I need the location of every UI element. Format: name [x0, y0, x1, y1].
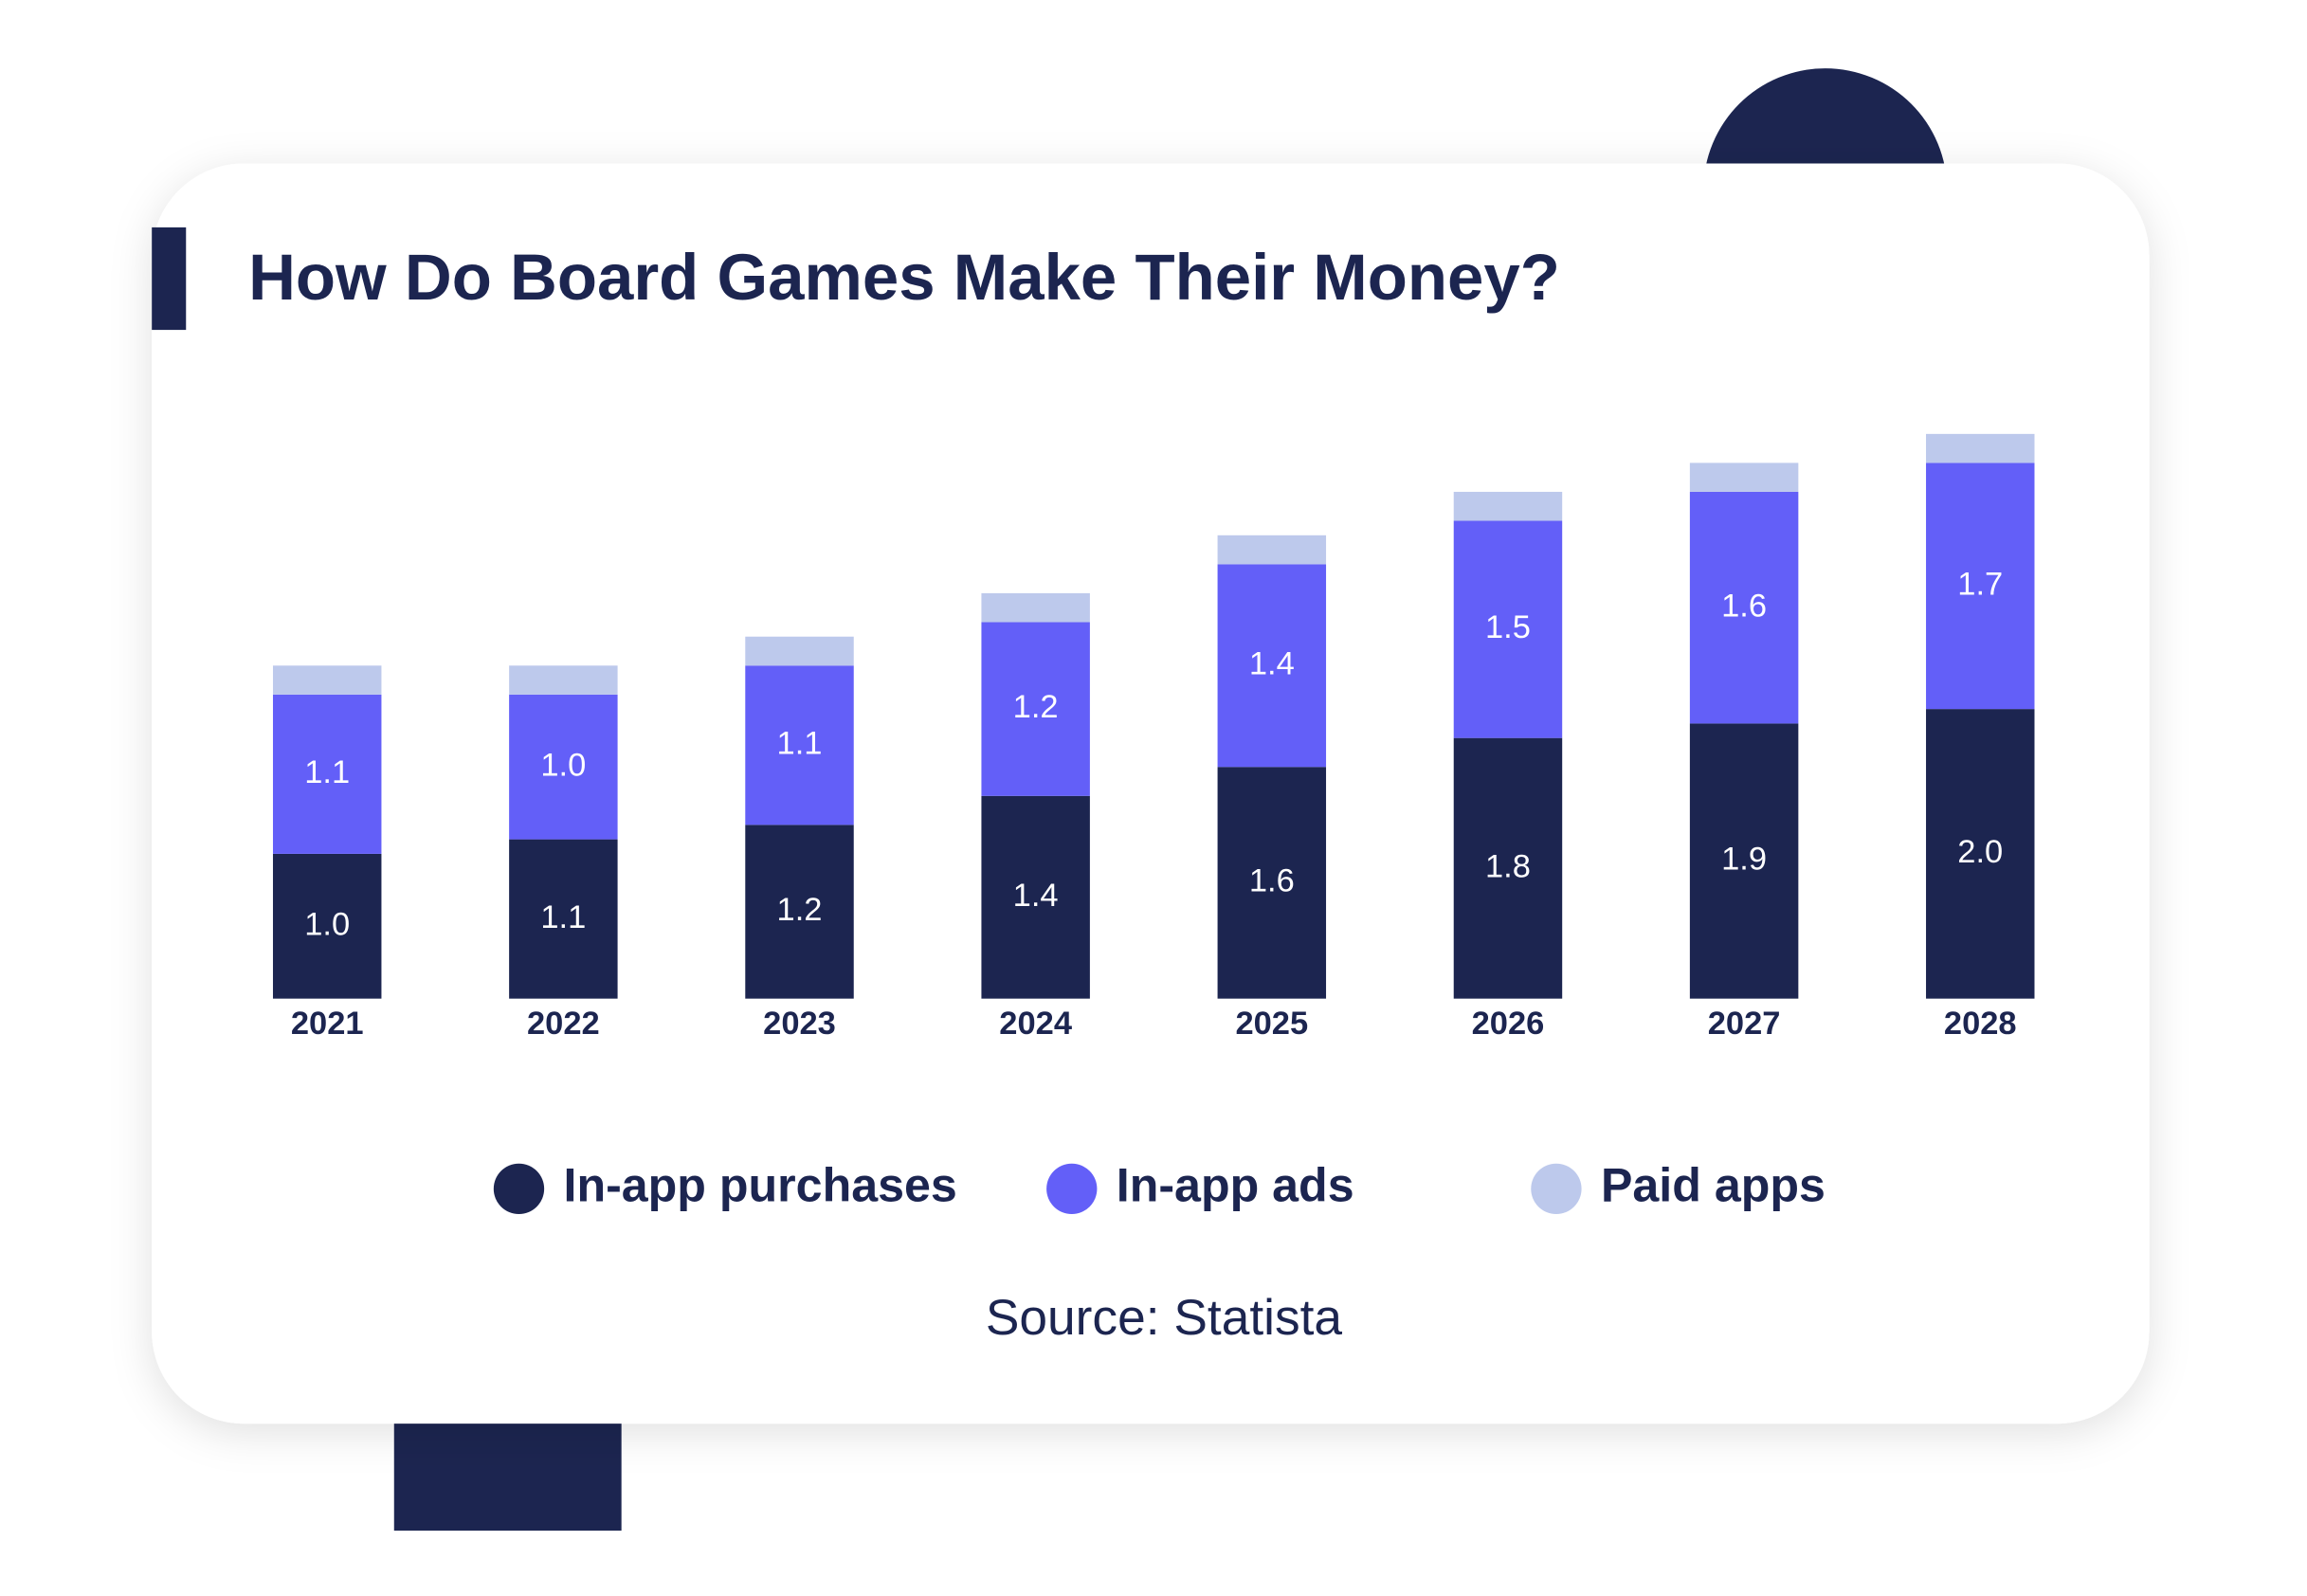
bar-segment [1926, 709, 2035, 999]
x-tick-label: 2021 [291, 1006, 364, 1042]
bar-segment [1453, 491, 1563, 521]
bar-segment [272, 665, 382, 695]
bar-segment [1217, 767, 1327, 999]
value-label: 1.1 [777, 725, 823, 761]
value-label: 1.6 [1721, 588, 1767, 624]
value-label: 1.5 [1485, 609, 1531, 645]
bar-segment [1689, 723, 1799, 999]
value-label: 1.1 [304, 754, 350, 790]
bar-segment [1689, 491, 1799, 724]
x-tick-label: 2023 [763, 1006, 836, 1042]
value-label: 2.0 [1957, 834, 2003, 870]
bar-segment [272, 853, 382, 999]
legend-marker [493, 1163, 545, 1215]
x-tick-label: 2028 [1944, 1006, 2017, 1042]
source: Source: Statista [986, 1290, 1343, 1346]
bar-segment [1926, 433, 2035, 463]
bar-segment [1217, 564, 1327, 768]
bar-segment [981, 795, 1090, 999]
bar-segment [1689, 462, 1799, 492]
title-accent [152, 227, 187, 331]
value-label: 1.7 [1957, 566, 2003, 602]
legend-label: In-app ads [1117, 1159, 1354, 1212]
bar-segment [745, 825, 854, 999]
bar-segment [509, 839, 618, 999]
legend-marker [1531, 1163, 1582, 1215]
bar-segment [1453, 737, 1563, 999]
card [152, 163, 2150, 1424]
bar-segment [981, 622, 1090, 796]
value-label: 1.9 [1721, 842, 1767, 878]
bar-segment [509, 694, 618, 840]
x-tick-label: 2022 [527, 1006, 600, 1042]
x-tick-label: 2026 [1472, 1006, 1545, 1042]
x-tick-label: 2024 [999, 1006, 1072, 1042]
chart-title: How Do Board Games Make Their Money? [248, 241, 1560, 314]
bar-segment [1453, 520, 1563, 738]
value-label: 1.4 [1249, 645, 1295, 681]
bar-segment [981, 592, 1090, 623]
legend-marker [1046, 1163, 1098, 1215]
value-label: 1.1 [540, 899, 586, 935]
value-label: 1.0 [304, 906, 350, 942]
value-label: 1.8 [1485, 848, 1531, 884]
legend-label: Paid apps [1601, 1159, 1826, 1212]
value-label: 1.6 [1249, 863, 1295, 899]
value-label: 1.2 [1013, 689, 1059, 725]
value-label: 1.4 [1013, 878, 1059, 914]
bar-segment [745, 665, 854, 825]
value-label: 1.2 [777, 892, 823, 928]
value-label: 1.0 [540, 747, 586, 783]
bar-segment [1926, 462, 2035, 710]
bar-segment [745, 636, 854, 666]
bar-segment [1217, 535, 1327, 565]
x-tick-label: 2025 [1235, 1006, 1308, 1042]
legend-label: In-app purchases [564, 1159, 957, 1212]
x-tick-label: 2027 [1708, 1006, 1781, 1042]
bar-segment [509, 665, 618, 695]
bar-segment [272, 694, 382, 854]
